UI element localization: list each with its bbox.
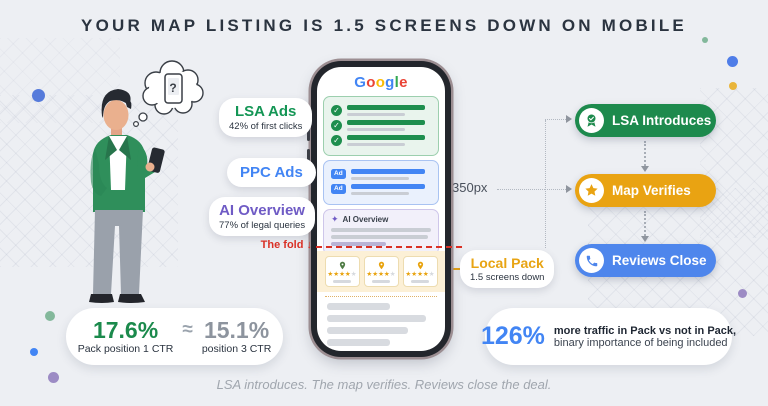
medal-icon	[579, 108, 604, 133]
decor-dot-blue	[32, 89, 45, 102]
callout-ppc-ads: PPC Ads	[227, 158, 316, 188]
thought-question-mark: ?	[169, 81, 176, 95]
star-rating: ★★★★★	[366, 271, 396, 279]
flow-step-reviews-close: Reviews Close	[575, 244, 716, 277]
branch-line	[545, 189, 566, 190]
flow-arrow	[644, 211, 646, 236]
measurement-line	[497, 189, 545, 190]
ppc-result-row: Ad	[331, 169, 431, 180]
flow-step-label: Map Verifies	[612, 183, 691, 198]
fold-label: The fold ↓	[260, 239, 312, 251]
map-pin-icon	[339, 262, 345, 270]
branch-line	[545, 119, 566, 120]
measurement-vertical-line	[545, 120, 546, 248]
decor-dot-yellow	[729, 82, 737, 90]
phone-side-button	[307, 149, 310, 164]
star-icon	[579, 178, 604, 203]
decor-dot-green-small	[702, 37, 708, 43]
measurement-label: 350px	[452, 180, 488, 195]
stat-value: 15.1%	[203, 316, 270, 343]
local-pack-card: ★★★★★	[324, 256, 360, 287]
approx-symbol: ≈	[182, 318, 193, 340]
check-icon: ✓	[331, 135, 342, 146]
local-pack-card: ★★★★★	[402, 256, 438, 287]
phone-mockup: Google ✓ ✓ ✓ Ad	[307, 61, 451, 357]
ad-badge: Ad	[331, 184, 346, 194]
lsa-result-row: ✓	[331, 120, 431, 131]
flow-step-lsa-introduces: LSA Introduces	[575, 104, 716, 137]
flow-step-label: LSA Introduces	[612, 113, 712, 128]
fold-line	[316, 246, 462, 248]
callout-local-pack: Local Pack 1.5 screens down	[460, 250, 555, 289]
ad-badge: Ad	[331, 169, 346, 179]
map-pin-icon	[378, 262, 384, 270]
ai-overview-block: ✦ AI Overview	[323, 209, 439, 255]
arrow-down-icon	[641, 166, 649, 172]
position-3-stat: 15.1% position 3 CTR	[202, 318, 271, 355]
page-title: YOUR MAP LISTING IS 1.5 SCREENS DOWN ON …	[81, 16, 687, 35]
crosshatch-pattern	[0, 38, 120, 123]
decor-dot-blue-small	[30, 348, 38, 356]
arrow-down-icon	[641, 236, 649, 242]
traffic-stat-card: 126% more traffic in Pack vs not in Pack…	[481, 308, 736, 365]
flow-arrow	[644, 141, 646, 166]
flow-step-map-verifies: Map Verifies	[575, 174, 716, 207]
decor-dot-blue	[727, 56, 738, 67]
crosshatch-pattern	[0, 95, 178, 267]
phone-icon	[579, 248, 604, 273]
ppc-result-row: Ad	[331, 184, 431, 195]
section-divider	[325, 296, 437, 297]
stat-label: position 3 CTR	[201, 343, 272, 356]
callout-title: LSA Ads	[234, 103, 297, 120]
check-icon: ✓	[331, 120, 342, 131]
callout-subtitle: 1.5 screens down	[470, 272, 545, 284]
person-illustration: ?	[55, 60, 215, 310]
google-logo: Google	[354, 74, 408, 91]
lsa-result-row: ✓	[331, 105, 431, 116]
local-pack-connector	[448, 268, 463, 270]
thought-bubble	[132, 60, 204, 127]
callout-title: AI Overview	[219, 202, 305, 219]
callout-title: Local Pack	[470, 255, 544, 271]
stat-value: 126%	[480, 322, 545, 351]
ai-overview-label: AI Overview	[342, 215, 389, 224]
check-icon: ✓	[331, 105, 342, 116]
ppc-ads-block: Ad Ad	[323, 160, 439, 205]
ctr-stat-card: 17.6% Pack position 1 CTR ≈ 15.1% positi…	[66, 308, 283, 365]
tagline: LSA introduces. The map verifies. Review…	[216, 377, 552, 392]
stat-line1: more traffic in Pack vs not in Pack,	[553, 324, 737, 337]
map-pin-icon	[417, 262, 423, 270]
decor-dot-purple	[738, 289, 747, 298]
stat-line2: binary importance of being included	[553, 336, 728, 349]
decor-dot-purple	[48, 372, 59, 383]
man-figure	[89, 89, 165, 303]
decor-dot-green	[45, 311, 55, 321]
callout-lsa-ads: LSA Ads 42% of first clicks	[219, 98, 313, 138]
callout-subtitle: 77% of legal queries	[219, 220, 306, 232]
phone-screen: Google ✓ ✓ ✓ Ad	[317, 67, 445, 351]
star-rating: ★★★★★	[405, 271, 435, 279]
arrow-right-icon	[566, 185, 572, 193]
pack-position-1-stat: 17.6% Pack position 1 CTR	[78, 318, 174, 355]
local-pack-card: ★★★★★	[363, 256, 399, 287]
callout-ai-overview: AI Overview 77% of legal queries	[209, 197, 316, 237]
stat-value: 17.6%	[92, 316, 159, 343]
sparkle-icon: ✦	[331, 214, 339, 224]
star-rating: ★★★★★	[327, 271, 357, 279]
lsa-result-row: ✓	[331, 135, 431, 146]
flow-step-label: Reviews Close	[612, 253, 707, 268]
callout-title: PPC Ads	[240, 164, 303, 181]
organic-results-block	[327, 303, 435, 351]
local-pack-block: ★★★★★ ★★★★★ ★★★★★	[317, 251, 445, 292]
stat-label: Pack position 1 CTR	[77, 343, 174, 356]
lsa-ads-block: ✓ ✓ ✓	[323, 96, 439, 156]
callout-subtitle: 42% of first clicks	[229, 121, 303, 133]
arrow-right-icon	[566, 115, 572, 123]
